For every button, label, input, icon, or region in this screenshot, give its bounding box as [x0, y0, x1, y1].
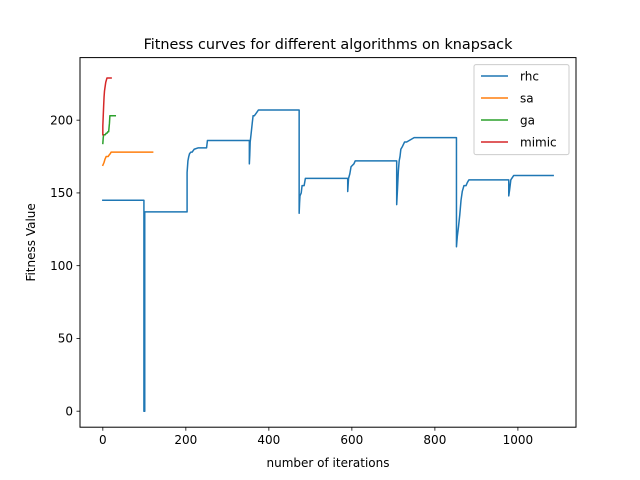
- x-tick-label: 0: [99, 433, 107, 447]
- chart-title: Fitness curves for different algorithms …: [144, 37, 514, 53]
- y-tick-label: 0: [65, 404, 73, 418]
- series-line-ga: [102, 115, 117, 145]
- legend-label-sa: sa: [520, 91, 534, 105]
- x-tick-label: 600: [340, 433, 363, 447]
- y-tick-label: 100: [50, 259, 73, 273]
- series-layer: [101, 77, 554, 412]
- y-axis: 0 50 100 150 200: [50, 113, 80, 418]
- legend-label-mimic: mimic: [520, 135, 557, 149]
- x-tick-label: 400: [257, 433, 280, 447]
- legend: rhc sa ga mimic: [473, 64, 570, 156]
- plot-area: [79, 57, 577, 428]
- x-tick-label: 1000: [503, 433, 534, 447]
- x-axis-label: number of iterations: [267, 456, 390, 470]
- y-axis-label: Fitness Value: [24, 203, 38, 281]
- x-tick-label: 800: [423, 433, 446, 447]
- series-line-rhc: [102, 109, 554, 412]
- x-tick-label: 200: [174, 433, 197, 447]
- series-line-sa: [101, 151, 154, 167]
- y-tick-label: 50: [58, 332, 73, 346]
- legend-label-ga: ga: [520, 113, 535, 127]
- legend-box: [473, 64, 570, 156]
- legend-label-rhc: rhc: [520, 69, 539, 83]
- y-tick-label: 200: [50, 113, 73, 127]
- series-line-mimic: [102, 77, 112, 136]
- x-axis: 0 200 400 600 800 1000: [99, 427, 533, 447]
- y-tick-label: 150: [50, 186, 73, 200]
